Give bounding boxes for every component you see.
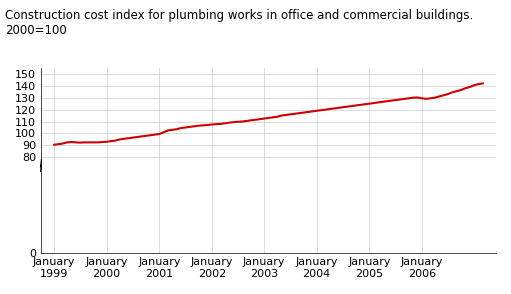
Text: Construction cost index for plumbing works in office and commercial buildings.
2: Construction cost index for plumbing wor… — [5, 9, 473, 37]
